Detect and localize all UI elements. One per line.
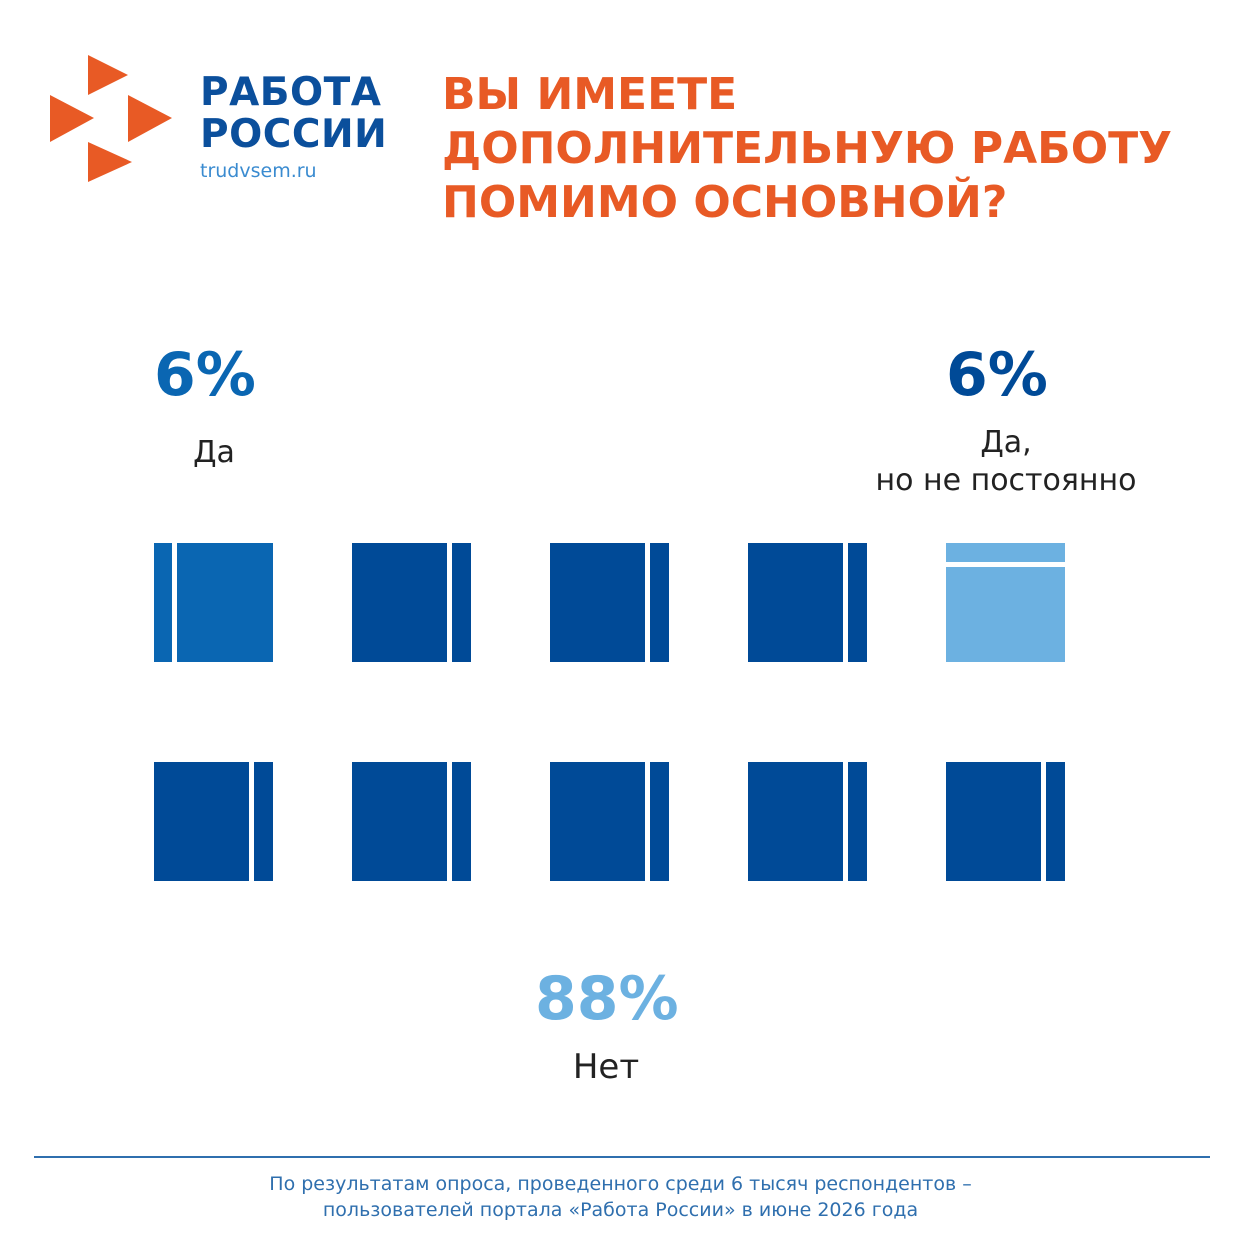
yes-sometimes-caption-line1: Да, — [980, 425, 1032, 460]
logo-arrow-left — [50, 95, 94, 142]
footnote-line1: По результатам опроса, проведенного сред… — [269, 1173, 972, 1195]
waffle-cell-Нет — [352, 762, 471, 881]
waffle-cell-Нет — [748, 543, 867, 662]
yes-sometimes-percent-label: 6% — [946, 340, 1048, 410]
logo-arrow-right — [128, 95, 172, 142]
footnote: По результатам опроса, проведенного сред… — [0, 1171, 1241, 1223]
waffle-cell-Нет — [550, 543, 669, 662]
no-caption: Нет — [572, 1047, 640, 1087]
title-line2: ДОПОЛНИТЕЛЬНУЮ РАБОТУ — [442, 123, 1173, 174]
waffle-cell-Да, но не постоянно — [946, 543, 1065, 662]
waffle-cell-Нет — [550, 762, 669, 881]
waffle-cell-Нет — [946, 762, 1065, 881]
title-line1: ВЫ ИМЕЕТЕ — [442, 69, 738, 120]
yes-sometimes-caption-line2: но не постоянно — [875, 463, 1137, 498]
waffle-cell-Нет — [748, 762, 867, 881]
yes-caption: Да — [193, 435, 235, 470]
yes-percent-label: 6% — [154, 340, 256, 410]
yes-sometimes-caption: Да, но не постоянно — [846, 424, 1166, 500]
no-percent-label: 88% — [535, 964, 679, 1034]
footnote-line2: пользователей портала «Работа России» в … — [322, 1199, 919, 1221]
title-line3: ПОМИМО ОСНОВНОЙ? — [442, 177, 1008, 228]
brand-block: РАБОТА РОССИИ trudvsem.ru — [200, 70, 388, 183]
brand-url: trudvsem.ru — [200, 160, 317, 182]
footer-divider — [34, 1156, 1210, 1158]
page-title: ВЫ ИМЕЕТЕ ДОПОЛНИТЕЛЬНУЮ РАБОТУ ПОМИМО О… — [442, 68, 1232, 230]
logo-arrow-bottom — [88, 142, 132, 182]
waffle-cell-Нет — [154, 762, 273, 881]
brand-name-line1: РАБОТА — [200, 70, 382, 115]
arrows-cross-logo-icon — [50, 55, 172, 182]
logo-arrow-top — [88, 55, 128, 95]
brand-name-line2: РОССИИ — [200, 112, 388, 157]
waffle-cell-Нет — [352, 543, 471, 662]
waffle-cell-Да — [154, 543, 273, 662]
